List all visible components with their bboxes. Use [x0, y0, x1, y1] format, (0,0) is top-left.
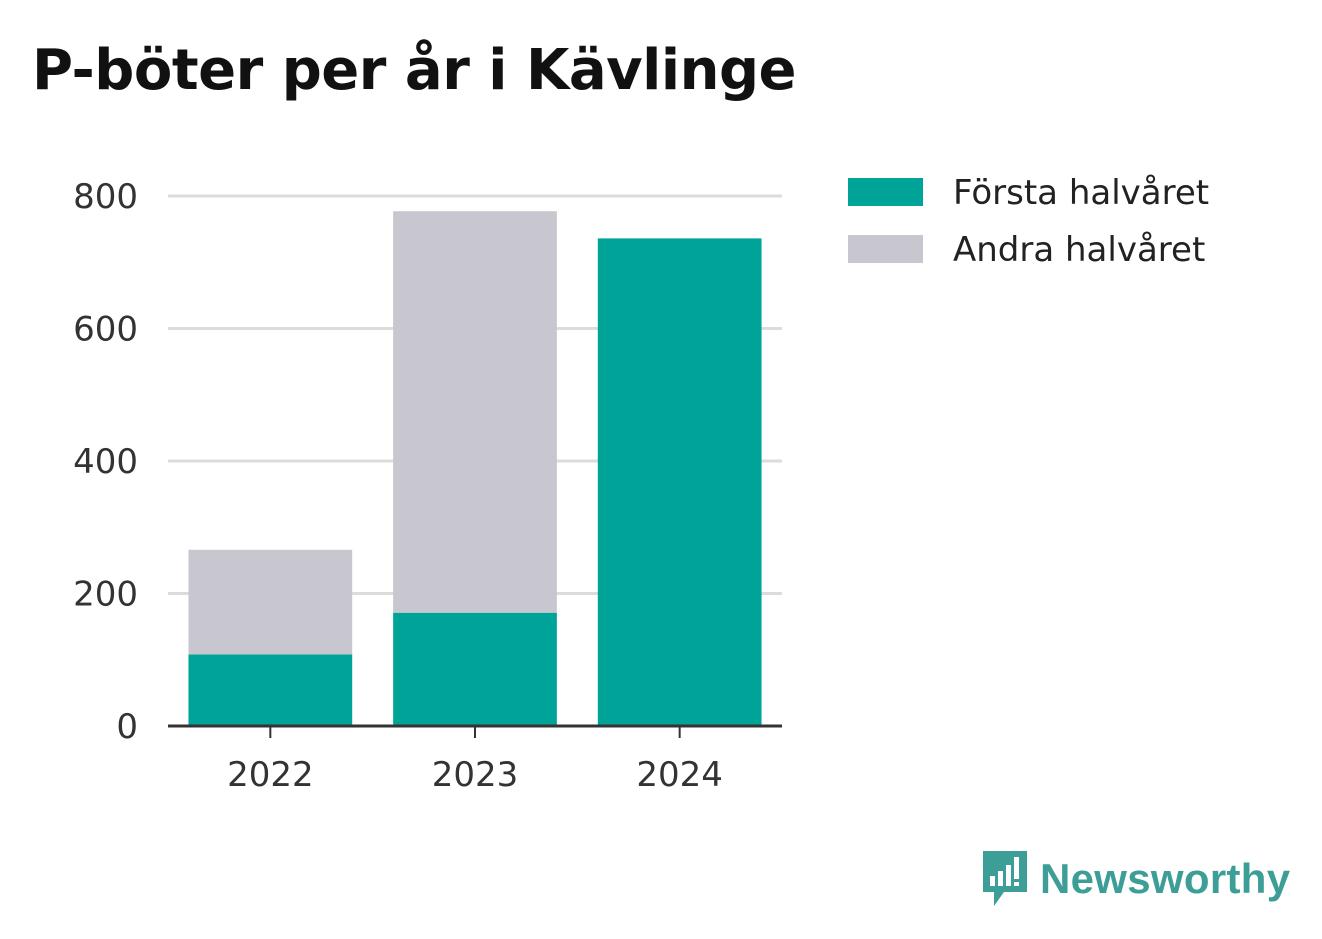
y-tick-label-600: 600	[73, 310, 138, 350]
axes: 0 200 400 600 800 2022 2023 2024	[73, 177, 782, 795]
y-tick-label-400: 400	[73, 442, 138, 482]
brand-logo: Newsworthy	[980, 848, 1290, 910]
y-tick-label-800: 800	[73, 177, 138, 217]
bar-2024-series-1	[597, 238, 762, 726]
bars	[188, 211, 762, 726]
x-tick-label-2023: 2023	[432, 755, 519, 795]
y-tick-label-0: 0	[116, 707, 138, 747]
legend-label-2: Andra halvåret	[953, 230, 1205, 270]
bar-2022-series-1	[188, 654, 353, 726]
legend-swatch-1	[848, 178, 923, 206]
bar-2022-series-2	[188, 549, 353, 655]
x-tick-label-2022: 2022	[227, 755, 314, 795]
brand-name: Newsworthy	[1040, 855, 1291, 902]
newsworthy-logo-icon	[983, 851, 1027, 906]
bar-2023-series-1	[393, 612, 557, 726]
x-tick-label-2024: 2024	[636, 755, 723, 795]
bar-2023-series-2	[393, 211, 557, 613]
chart-title: P-böter per år i Kävlinge	[32, 38, 797, 103]
legend-label-1: Första halvåret	[953, 173, 1209, 213]
y-tick-label-200: 200	[73, 575, 138, 615]
legend-swatch-2	[848, 235, 923, 263]
legend: Första halvåret Andra halvåret	[848, 173, 1209, 270]
